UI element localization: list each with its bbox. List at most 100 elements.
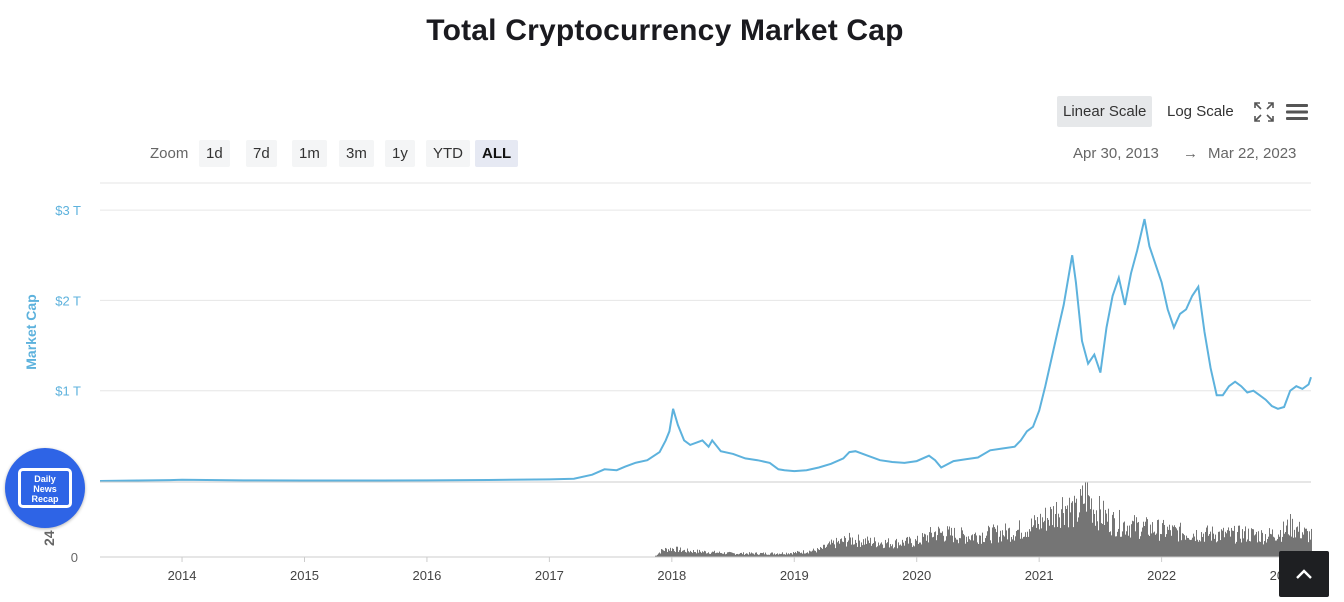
volume-bar <box>748 554 749 557</box>
x-tick-label: 2014 <box>168 568 197 583</box>
zoom-all-button[interactable]: ALL <box>475 140 519 167</box>
volume-bar <box>776 554 777 557</box>
volume-bar <box>745 553 746 557</box>
volume-bar <box>1079 512 1080 557</box>
volume-bar <box>810 551 811 557</box>
volume-bar <box>1158 519 1159 557</box>
volume-bar <box>1029 529 1030 557</box>
scroll-to-top-button[interactable] <box>1279 551 1329 597</box>
volume-bar <box>1170 530 1171 557</box>
volume-bar <box>807 552 808 557</box>
volume-bar <box>1100 509 1101 557</box>
volume-bar <box>717 552 718 557</box>
volume-bar <box>734 553 735 557</box>
volume-bar <box>1007 539 1008 557</box>
volume-bar <box>797 550 798 557</box>
volume-bar <box>971 535 972 557</box>
zoom-1m-button[interactable]: 1m <box>292 140 327 167</box>
volume-bar <box>705 551 706 557</box>
volume-bar <box>795 551 796 557</box>
volume-bar <box>1255 534 1256 557</box>
volume-bar <box>960 538 961 557</box>
volume-bar <box>1202 537 1203 557</box>
volume-bar <box>980 535 981 557</box>
volume-bar <box>877 546 878 557</box>
volume-bar <box>778 554 779 557</box>
volume-bar <box>953 542 954 557</box>
volume-bar <box>749 552 750 557</box>
volume-bar <box>1284 533 1285 557</box>
zoom-1d-button[interactable]: 1d <box>199 140 230 167</box>
volume-bar <box>712 551 713 557</box>
volume-bar <box>823 544 824 557</box>
volume-bar <box>683 550 684 557</box>
volume-bar <box>1033 525 1034 557</box>
volume-bar <box>1067 505 1068 557</box>
volume-bar <box>924 533 925 557</box>
volume-bar <box>1122 531 1123 557</box>
volume-bar <box>799 551 800 557</box>
volume-bar <box>787 554 788 557</box>
zoom-ytd-button[interactable]: YTD <box>426 140 470 167</box>
volume-bar <box>1235 543 1236 557</box>
volume-bar <box>1102 523 1103 557</box>
volume-bar <box>976 535 977 557</box>
page-title: Total Cryptocurrency Market Cap <box>426 14 904 47</box>
volume-bar <box>896 538 897 557</box>
volume-bar <box>1272 529 1273 557</box>
volume-bar <box>692 552 693 557</box>
volume-bar <box>904 545 905 557</box>
volume-bar <box>974 533 975 557</box>
volume-bar <box>1229 530 1230 557</box>
volume-bar <box>993 524 994 557</box>
volume-bar <box>920 542 921 557</box>
daily-news-recap-logo[interactable]: Daily News Recap <box>5 448 85 528</box>
volume-bar <box>911 543 912 557</box>
volume-bar <box>1195 541 1196 557</box>
volume-bar <box>1309 531 1310 557</box>
linear-scale-button[interactable]: Linear Scale <box>1057 96 1153 127</box>
zoom-3m-button[interactable]: 3m <box>339 140 374 167</box>
volume-bar <box>1258 531 1259 557</box>
volume-bar <box>803 550 804 557</box>
volume-bar <box>866 543 867 557</box>
volume-bar <box>1275 540 1276 557</box>
zoom-1y-button[interactable]: 1y <box>385 140 415 167</box>
volume-bar <box>1141 531 1142 557</box>
volume-bar <box>1294 529 1295 557</box>
volume-bar <box>688 551 689 557</box>
volume-bar <box>1150 524 1151 557</box>
volume-bar <box>1190 540 1191 557</box>
volume-bar <box>959 538 960 557</box>
zoom-7d-button[interactable]: 7d <box>246 140 277 167</box>
volume-bar <box>1298 531 1299 557</box>
volume-bar <box>1094 513 1095 557</box>
volume-bar <box>1231 527 1232 557</box>
log-scale-button[interactable]: Log Scale <box>1161 96 1240 127</box>
volume-bar <box>1203 533 1204 557</box>
volume-bar <box>915 539 916 557</box>
volume-bar <box>710 553 711 557</box>
volume-bar <box>808 553 809 557</box>
volume-bar <box>936 540 937 557</box>
fullscreen-icon[interactable] <box>1251 99 1277 125</box>
volume-bar <box>746 553 747 557</box>
range-to-input[interactable]: Mar 22, 2023 <box>1208 145 1297 162</box>
volume-bar <box>1291 536 1292 557</box>
volume-bar <box>1198 541 1199 557</box>
volume-bar <box>698 552 699 557</box>
volume-bar <box>1236 541 1237 557</box>
volume-bar <box>707 553 708 557</box>
range-from-input[interactable]: Apr 30, 2013 <box>1073 145 1159 162</box>
volume-bar <box>1245 526 1246 557</box>
volume-bar <box>661 549 662 557</box>
volume-bar <box>1008 528 1009 557</box>
volume-bar <box>1057 526 1058 557</box>
volume-bar <box>946 536 947 557</box>
volume-bar <box>786 552 787 557</box>
volume-bar <box>852 537 853 557</box>
hamburger-menu-icon[interactable] <box>1284 99 1310 125</box>
volume-bar <box>1096 510 1097 557</box>
volume-bar <box>1214 538 1215 557</box>
volume-bar <box>811 551 812 557</box>
